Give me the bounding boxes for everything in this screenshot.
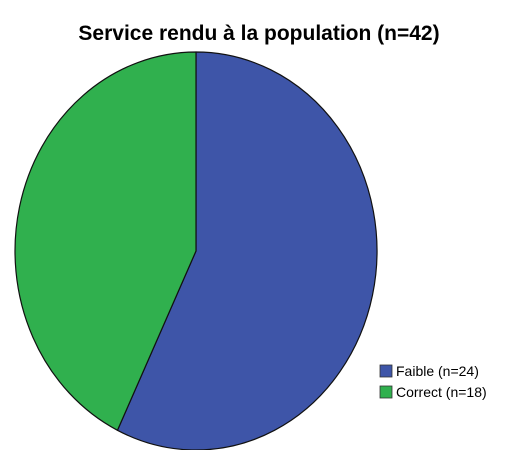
pie-slice-0: [116, 51, 378, 450]
pie-slices: [14, 51, 378, 450]
chart-title: Service rendu à la population (n=42): [78, 22, 439, 45]
pie-slice-1: [14, 51, 197, 431]
legend-swatch-0: [379, 364, 393, 378]
legend: Faible (n=24) Correct (n=18): [379, 363, 487, 400]
legend-swatch-1: [379, 385, 393, 399]
legend-label-0: Faible (n=24): [396, 363, 479, 379]
legend-label-1: Correct (n=18): [396, 384, 487, 400]
